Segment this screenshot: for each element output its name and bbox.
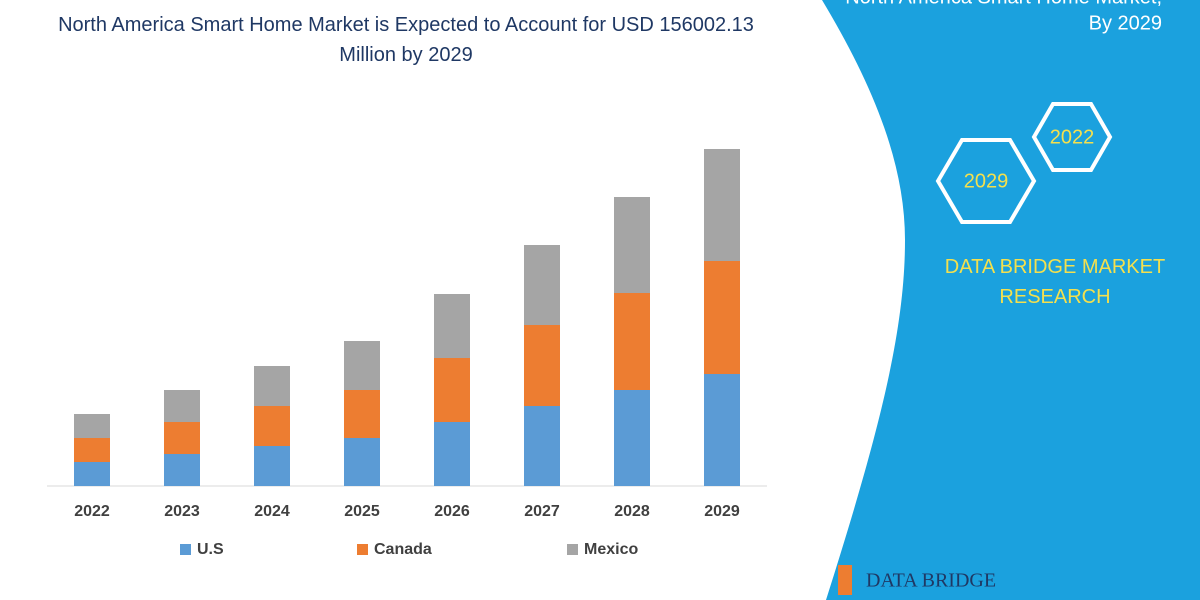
bar bbox=[614, 390, 650, 486]
bar bbox=[434, 422, 470, 486]
brand: DATA BRIDGE MARKET RESEARCH bbox=[944, 256, 1166, 308]
x-tick-label: 2023 bbox=[164, 503, 200, 520]
bar bbox=[344, 341, 380, 390]
x-tick-label: 2025 bbox=[344, 503, 380, 520]
badge: 2029 bbox=[964, 170, 1009, 192]
bar bbox=[704, 149, 740, 261]
side-panel bbox=[822, 0, 1200, 600]
logo-icon bbox=[838, 565, 852, 595]
legend-label: Mexico bbox=[584, 541, 638, 558]
bar bbox=[614, 197, 650, 293]
legend-swatch bbox=[180, 544, 191, 555]
bar bbox=[74, 462, 110, 486]
bar bbox=[74, 414, 110, 438]
panel-subheading: By 2029 bbox=[1089, 12, 1162, 34]
bar bbox=[344, 390, 380, 438]
legend-swatch bbox=[357, 544, 368, 555]
bar bbox=[614, 293, 650, 390]
panel-heading: North America Smart Home Market, bbox=[845, 0, 1162, 8]
x-tick-label: 2027 bbox=[524, 503, 560, 520]
bar bbox=[524, 325, 560, 406]
legend-label: Canada bbox=[374, 541, 432, 558]
legend-swatch bbox=[567, 544, 578, 555]
x-tick-label: 2022 bbox=[74, 503, 110, 520]
bar bbox=[164, 422, 200, 454]
bar bbox=[74, 438, 110, 462]
bar bbox=[254, 446, 290, 486]
bar bbox=[434, 358, 470, 422]
bar bbox=[704, 374, 740, 486]
bar bbox=[254, 406, 290, 446]
x-tick-label: 2029 bbox=[704, 503, 740, 520]
bar bbox=[434, 294, 470, 358]
legend-label: U.S bbox=[197, 541, 224, 558]
x-tick-label: 2026 bbox=[434, 503, 470, 520]
x-tick-label: 2024 bbox=[254, 503, 290, 520]
bar bbox=[524, 406, 560, 486]
bar bbox=[164, 454, 200, 486]
logo: DATA BRIDGE bbox=[866, 570, 996, 592]
bar bbox=[344, 438, 380, 486]
brand-box: DATA BRIDGE MARKET RESEARCH bbox=[944, 256, 1166, 308]
badge: 2022 bbox=[1050, 126, 1095, 148]
x-tick-label: 2028 bbox=[614, 503, 650, 520]
hexagon bbox=[1031, 102, 1113, 172]
bar bbox=[164, 390, 200, 422]
bar bbox=[704, 261, 740, 374]
bar bbox=[524, 245, 560, 325]
bar bbox=[254, 366, 290, 406]
hexagon bbox=[935, 138, 1037, 224]
chart-title: North America Smart Home Market is Expec… bbox=[58, 14, 754, 66]
